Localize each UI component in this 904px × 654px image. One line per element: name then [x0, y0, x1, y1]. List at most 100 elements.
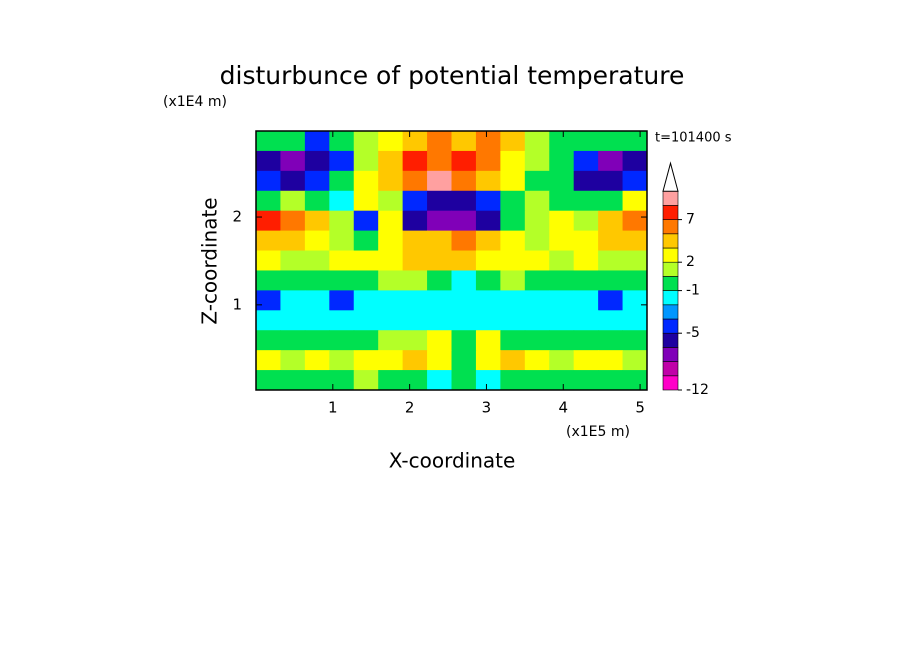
contour-cell	[304, 350, 330, 371]
contour-cell	[549, 131, 575, 152]
contour-cell	[353, 230, 379, 252]
contour-cell	[475, 190, 501, 212]
contour-cell	[304, 310, 330, 331]
colorbar-box	[662, 233, 679, 249]
contour-cell	[427, 150, 452, 172]
contour-cell	[329, 150, 355, 172]
contour-cell	[353, 370, 379, 391]
contour-cell	[256, 350, 281, 371]
contour-cell	[402, 131, 428, 152]
contour-cell	[475, 290, 501, 311]
contour-cell	[256, 370, 281, 391]
contour-cell	[622, 310, 648, 331]
contour-cell	[402, 270, 428, 291]
plot-frame	[255, 130, 648, 391]
contour-cell	[475, 350, 501, 371]
x-tick-label: 4	[558, 399, 568, 417]
contour-cell	[280, 370, 306, 391]
contour-cell	[622, 370, 648, 391]
contour-cell	[256, 131, 281, 152]
colorbar-box	[662, 318, 679, 334]
contour-cell	[475, 330, 501, 351]
contour-cell	[353, 350, 379, 371]
contour-cell	[353, 170, 379, 192]
contour-cell	[573, 230, 599, 252]
contour-cell	[304, 250, 330, 271]
contour-cell	[378, 131, 404, 152]
contour-cell	[427, 290, 452, 311]
contour-cell	[427, 370, 452, 391]
contour-cell	[329, 310, 355, 331]
contour-cell	[329, 210, 355, 232]
chart-title: disturbunce of potential temperature	[220, 61, 685, 90]
contour-cell	[353, 310, 379, 331]
contour-cell	[280, 131, 306, 152]
contour-cell	[549, 210, 575, 232]
contour-cell	[622, 330, 648, 351]
contour-cell	[402, 310, 428, 331]
y-tick-label: 2	[232, 208, 242, 226]
contour-cell	[451, 290, 477, 311]
contour-cell	[451, 170, 477, 192]
contour-cell	[256, 330, 281, 351]
contour-cell	[573, 150, 599, 172]
x-tick-label: 5	[635, 399, 645, 417]
contour-cell	[622, 150, 648, 172]
contour-cell	[427, 170, 452, 192]
contour-cell	[524, 270, 550, 291]
contour-cell	[475, 230, 501, 252]
contour-cell	[427, 131, 452, 152]
contour-cell	[622, 250, 648, 271]
contour-cell	[280, 350, 306, 371]
contour-cell	[304, 290, 330, 311]
contour-cell	[573, 250, 599, 271]
colorbar-box	[662, 261, 679, 277]
contour-cell	[475, 131, 501, 152]
contour-cell	[500, 250, 526, 271]
contour-cell	[475, 270, 501, 291]
contour-cell	[256, 210, 281, 232]
contour-cell	[280, 230, 306, 252]
contour-cell	[524, 230, 550, 252]
contour-cell	[549, 250, 575, 271]
contour-cell	[549, 370, 575, 391]
contour-cell	[402, 150, 428, 172]
colorbar-box	[662, 332, 679, 348]
contour-cell	[598, 330, 624, 351]
contour-cell	[598, 350, 624, 371]
contour-cell	[598, 190, 624, 212]
contour-cell	[524, 170, 550, 192]
contour-cell	[524, 330, 550, 351]
contour-cell	[598, 370, 624, 391]
contour-cell	[256, 150, 281, 172]
contour-cell	[500, 131, 526, 152]
contour-cell	[500, 350, 526, 371]
contour-cell	[549, 290, 575, 311]
contour-cell	[524, 350, 550, 371]
contour-cell	[622, 170, 648, 192]
contour-cell	[598, 290, 624, 311]
contour-cell	[451, 350, 477, 371]
contour-cell	[524, 190, 550, 212]
contour-cell	[280, 270, 306, 291]
contour-cell	[329, 131, 355, 152]
contour-cell	[451, 190, 477, 212]
contour-cell	[402, 250, 428, 271]
contour-cell	[378, 350, 404, 371]
contour-cell	[598, 250, 624, 271]
x-axis-label: X-coordinate	[389, 449, 516, 473]
contour-cell	[402, 370, 428, 391]
contour-cell	[256, 270, 281, 291]
contour-cell	[549, 190, 575, 212]
contour-cell	[329, 250, 355, 271]
contour-cell	[451, 270, 477, 291]
contour-cell	[573, 170, 599, 192]
colorbar-tick-label: 7	[686, 212, 695, 228]
x-tick-label: 3	[482, 399, 492, 417]
contour-cell	[475, 210, 501, 232]
contour-cell	[402, 190, 428, 212]
contour-cell	[402, 330, 428, 351]
contour-cell	[329, 230, 355, 252]
contour-cell	[451, 230, 477, 252]
contour-cell	[573, 310, 599, 331]
